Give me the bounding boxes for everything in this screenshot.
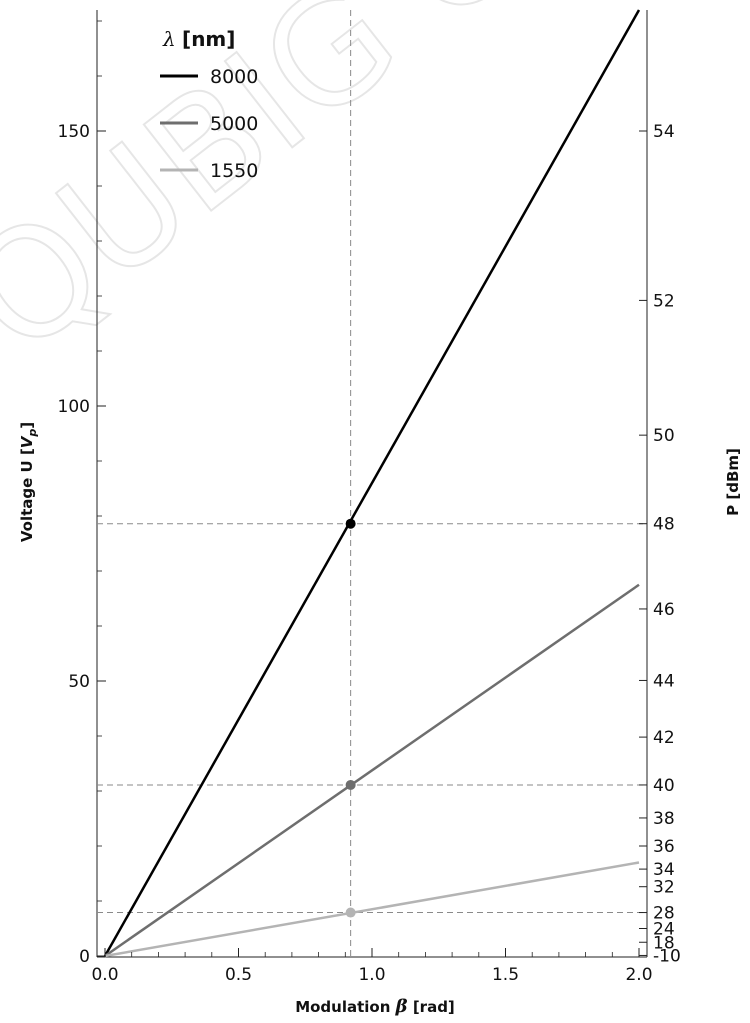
- series-line-1550: [104, 861, 640, 958]
- x-tick-label: 1.5: [492, 965, 519, 985]
- y-tick-label: 150: [58, 122, 90, 142]
- x-tick-label: 2.0: [625, 965, 652, 985]
- x-tick-label: 0.0: [91, 965, 118, 985]
- marker-point-1550: [345, 907, 356, 918]
- series-markers: [345, 518, 356, 918]
- y2-tick-label: 28: [653, 904, 675, 924]
- y2-tick-label: 54: [653, 122, 675, 142]
- y-tick-label: 100: [58, 397, 90, 417]
- x-axis-title: Modulation β [rad]: [295, 996, 455, 1017]
- y2-tick-label: 32: [653, 878, 675, 898]
- legend-title: λ [nm]: [162, 27, 235, 51]
- x-axis-ticks: 0.0 0.5 1.0 1.5 2.0: [91, 948, 653, 985]
- y2-tick-label: 34: [653, 860, 675, 880]
- series-line-5000: [104, 583, 640, 958]
- marker-point-8000: [345, 518, 356, 529]
- y2-tick-label: 52: [653, 291, 675, 311]
- marker-point-5000: [345, 779, 356, 790]
- x-tick-label: 0.5: [225, 965, 252, 985]
- watermark: QUBIG GmbH: [0, 0, 750, 388]
- legend: λ [nm] 8000 5000 1550: [160, 27, 258, 182]
- y-tick-label: 0: [79, 947, 90, 967]
- series-lines: [103, 9, 641, 958]
- y2-tick-label: 48: [653, 515, 675, 535]
- y2-tick-label: 18: [653, 933, 675, 953]
- y2-tick-label: 24: [653, 920, 675, 940]
- y2-tick-label: 44: [653, 671, 675, 691]
- y2-tick-label: 50: [653, 426, 675, 446]
- series-line-8000: [103, 9, 641, 957]
- y-axis-ticks: 0 50 100 150: [58, 20, 106, 967]
- y2-tick-label: 46: [653, 600, 675, 620]
- legend-label-5000: 5000: [210, 113, 258, 135]
- y2-tick-label: 36: [653, 837, 675, 857]
- y2-tick-label: 38: [653, 809, 675, 829]
- reference-guides: [97, 10, 647, 957]
- y-axis-title: Voltage U [Vp]: [18, 422, 39, 542]
- y2-tick-label: -10: [653, 946, 681, 966]
- y-tick-label: 50: [68, 672, 90, 692]
- legend-label-8000: 8000: [210, 66, 258, 88]
- legend-label-1550: 1550: [210, 160, 258, 182]
- y2-tick-label: 42: [653, 728, 675, 748]
- y2-tick-label: 40: [653, 776, 675, 796]
- x-tick-label: 1.0: [358, 965, 385, 985]
- y2-axis-title: P [dBm]: [724, 448, 742, 516]
